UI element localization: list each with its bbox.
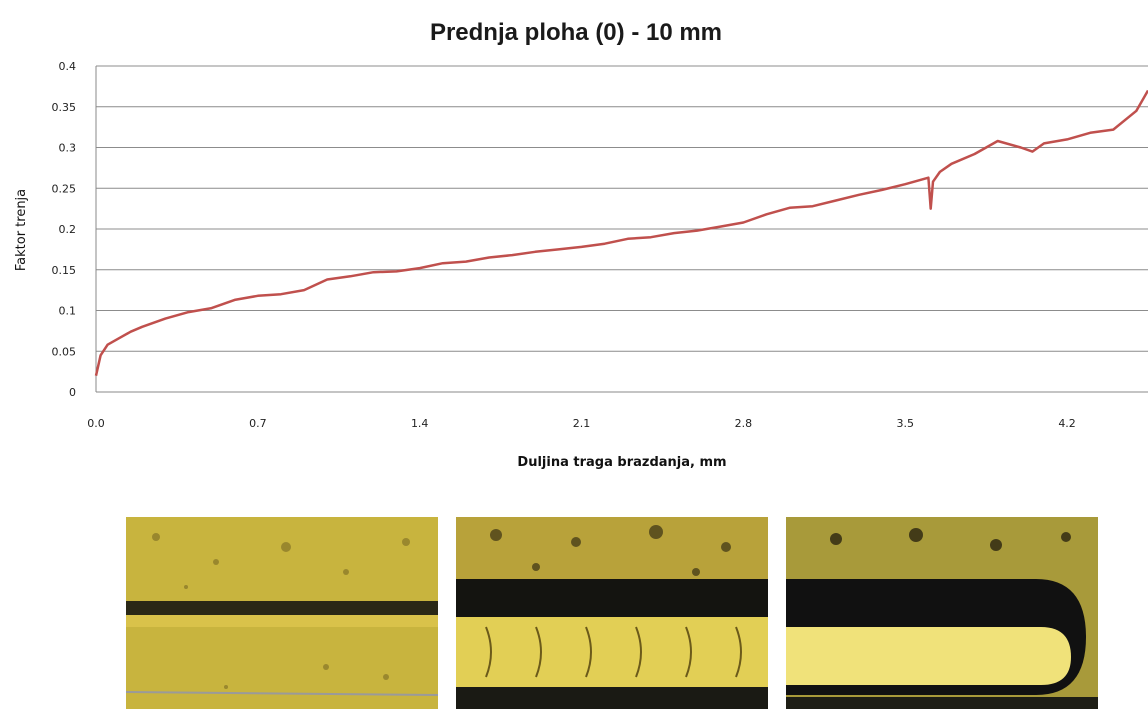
y-tick-label: 0.25 — [52, 182, 77, 195]
x-tick-label: 1.4 — [411, 417, 429, 430]
chart: Prednja ploha (0) - 10 mm 0.4 0.35 0.3 0.25… — [14, 19, 1148, 470]
y-axis-label: Faktor trenja — [14, 189, 29, 271]
series-line — [94, 89, 1148, 376]
x-axis-label: Duljina traga brazdanja, mm — [517, 455, 726, 470]
y-tick-label: 0 — [69, 386, 76, 399]
y-tick-label: 0.05 — [52, 345, 77, 358]
x-tick-label: 2.1 — [573, 417, 591, 430]
y-tick-label: 0.2 — [59, 223, 77, 236]
x-tick-label: 4.2 — [1058, 417, 1076, 430]
x-tick-label: 0.0 — [87, 417, 105, 430]
micrograph-3 — [786, 517, 1098, 709]
x-tick-label: 3.5 — [896, 417, 914, 430]
y-tick-label: 0.35 — [52, 101, 77, 114]
y-axis-ticks: 0.4 0.35 0.3 0.25 0.2 0.15 0.1 0.05 0 — [52, 60, 77, 399]
chart-title: Prednja ploha (0) - 10 mm — [430, 19, 722, 46]
x-axis-ticks: 0.0 0.7 1.4 2.1 2.8 3.5 4.2 — [87, 417, 1076, 430]
x-tick-label: 0.7 — [249, 417, 267, 430]
y-tick-label: 0.15 — [52, 264, 77, 277]
y-tick-label: 0.1 — [59, 305, 77, 318]
y-tick-label: 0.3 — [59, 142, 77, 155]
x-tick-label: 2.8 — [735, 417, 753, 430]
y-tick-label: 0.4 — [59, 60, 77, 73]
micrograph-1 — [126, 517, 438, 709]
series-group — [94, 89, 1148, 376]
grid — [96, 65, 1148, 393]
micrograph-2 — [456, 517, 768, 709]
